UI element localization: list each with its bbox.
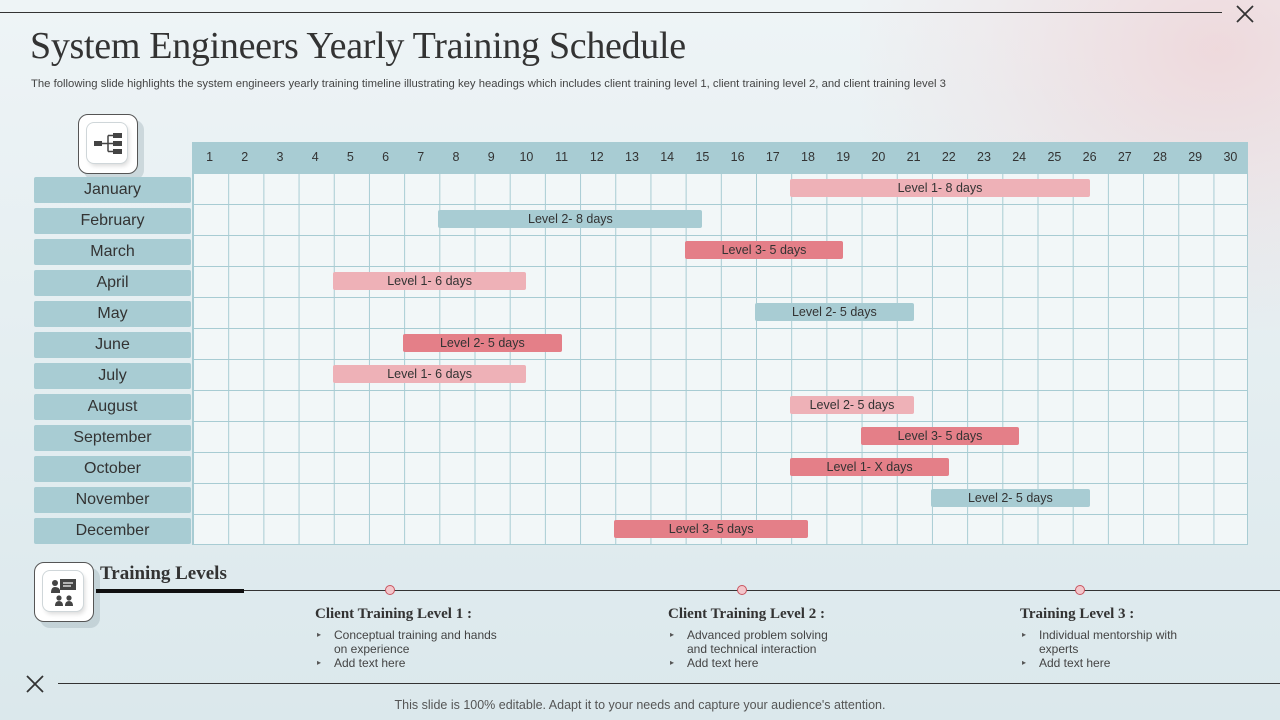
page-title: System Engineers Yearly Training Schedul… — [30, 25, 686, 67]
legend-timeline — [244, 590, 1280, 591]
level-bullet: Add text here — [1020, 656, 1230, 670]
top-divider — [0, 12, 1222, 13]
day-header: 1 2 3 4 5 6 7 8 9 10 11 12 13 14 15 16 17 18 19 20 21 22 23 24 2… — [192, 142, 1248, 173]
level-bullet: Advanced problem solving and technical i… — [668, 628, 837, 656]
presentation-icon — [51, 579, 76, 606]
day-label: 20 — [871, 150, 886, 164]
month-label: April — [34, 270, 191, 296]
day-label: 18 — [801, 150, 815, 164]
day-label: 24 — [1012, 150, 1027, 164]
training-bar-november: Level 2- 5 days — [931, 489, 1090, 507]
day-label: 7 — [417, 150, 425, 164]
day-label: 4 — [311, 150, 319, 164]
day-label: 26 — [1082, 150, 1097, 164]
day-label: 10 — [519, 150, 534, 164]
training-bar-june: Level 2- 5 days — [403, 334, 562, 352]
training-bar-january: Level 1- 8 days — [790, 179, 1090, 197]
level-heading: Client Training Level 2 : — [668, 606, 825, 622]
training-bar-march: Level 3- 5 days — [684, 241, 844, 259]
day-label: 21 — [906, 150, 921, 164]
day-label: 15 — [695, 150, 710, 164]
month-label: January — [34, 177, 191, 203]
footer-note: This slide is 100% editable. Adapt it to… — [394, 698, 886, 712]
month-label: February — [34, 208, 191, 234]
day-label: 8 — [452, 150, 460, 164]
hierarchy-icon-box — [78, 114, 138, 174]
day-label: 30 — [1223, 150, 1238, 164]
day-label: 23 — [977, 150, 991, 164]
month-label: June — [34, 332, 191, 358]
day-label: 2 — [241, 150, 249, 164]
schedule-grid — [192, 173, 1248, 545]
level-bullet: Add text here — [315, 656, 525, 670]
timeline-dot — [1075, 585, 1085, 595]
level-2-description: Client Training Level 2 : Advanced probl… — [668, 606, 878, 670]
month-label: December — [34, 518, 191, 544]
month-label: October — [34, 456, 191, 482]
training-bar-may: Level 2- 5 days — [755, 303, 914, 321]
month-label: September — [34, 425, 191, 451]
day-label: 6 — [382, 150, 390, 164]
close-icon[interactable] — [24, 673, 46, 695]
training-bar-october: Level 1- X days — [790, 458, 949, 476]
day-label: 28 — [1153, 150, 1167, 164]
day-label: 19 — [836, 150, 851, 164]
level-bullet: Individual mentorship with experts — [1020, 628, 1189, 656]
timeline-dot — [737, 585, 747, 595]
training-bar-september: Level 3- 5 days — [860, 427, 1020, 445]
month-label: August — [34, 394, 191, 420]
day-label: 27 — [1117, 150, 1132, 164]
close-icon[interactable] — [1234, 3, 1256, 25]
day-label: 13 — [625, 150, 639, 164]
legend-underline — [96, 589, 244, 593]
month-label: March — [34, 239, 191, 265]
month-label: July — [34, 363, 191, 389]
level-heading: Client Training Level 1 : — [315, 606, 472, 622]
bottom-divider — [58, 683, 1280, 684]
day-label: 29 — [1188, 150, 1203, 164]
day-label: 12 — [589, 150, 604, 164]
training-bar-july: Level 1- 6 days — [332, 365, 527, 383]
month-label: May — [34, 301, 191, 327]
level-3-description: Training Level 3 : Individual mentorship… — [1020, 606, 1230, 670]
day-label: 11 — [555, 150, 569, 164]
day-label: 17 — [765, 150, 780, 164]
level-bullet: Conceptual training and hands on experie… — [315, 628, 504, 656]
day-label: 16 — [730, 150, 745, 164]
training-bar-august: Level 2- 5 days — [790, 396, 914, 414]
legend-title: Training Levels — [100, 563, 227, 584]
day-label: 9 — [487, 150, 495, 164]
level-1-description: Client Training Level 1 : Conceptual tra… — [315, 606, 525, 670]
month-label: November — [34, 487, 191, 513]
day-label: 14 — [660, 150, 675, 164]
training-bar-april: Level 1- 6 days — [332, 272, 527, 290]
day-label: 5 — [346, 150, 354, 164]
training-bar-february: Level 2- 8 days — [438, 210, 703, 228]
timeline-dot — [385, 585, 395, 595]
training-bar-december: Level 3- 5 days — [614, 520, 808, 538]
level-bullet: Add text here — [668, 656, 878, 670]
hierarchy-icon — [94, 133, 122, 154]
day-label: 25 — [1047, 150, 1062, 164]
level-heading: Training Level 3 : — [1020, 606, 1135, 622]
day-label: 22 — [941, 150, 956, 164]
day-label: 1 — [206, 150, 214, 164]
page-subtitle: The following slide highlights the syste… — [31, 78, 946, 90]
day-label: 3 — [276, 150, 284, 164]
presentation-icon-box — [34, 562, 94, 622]
